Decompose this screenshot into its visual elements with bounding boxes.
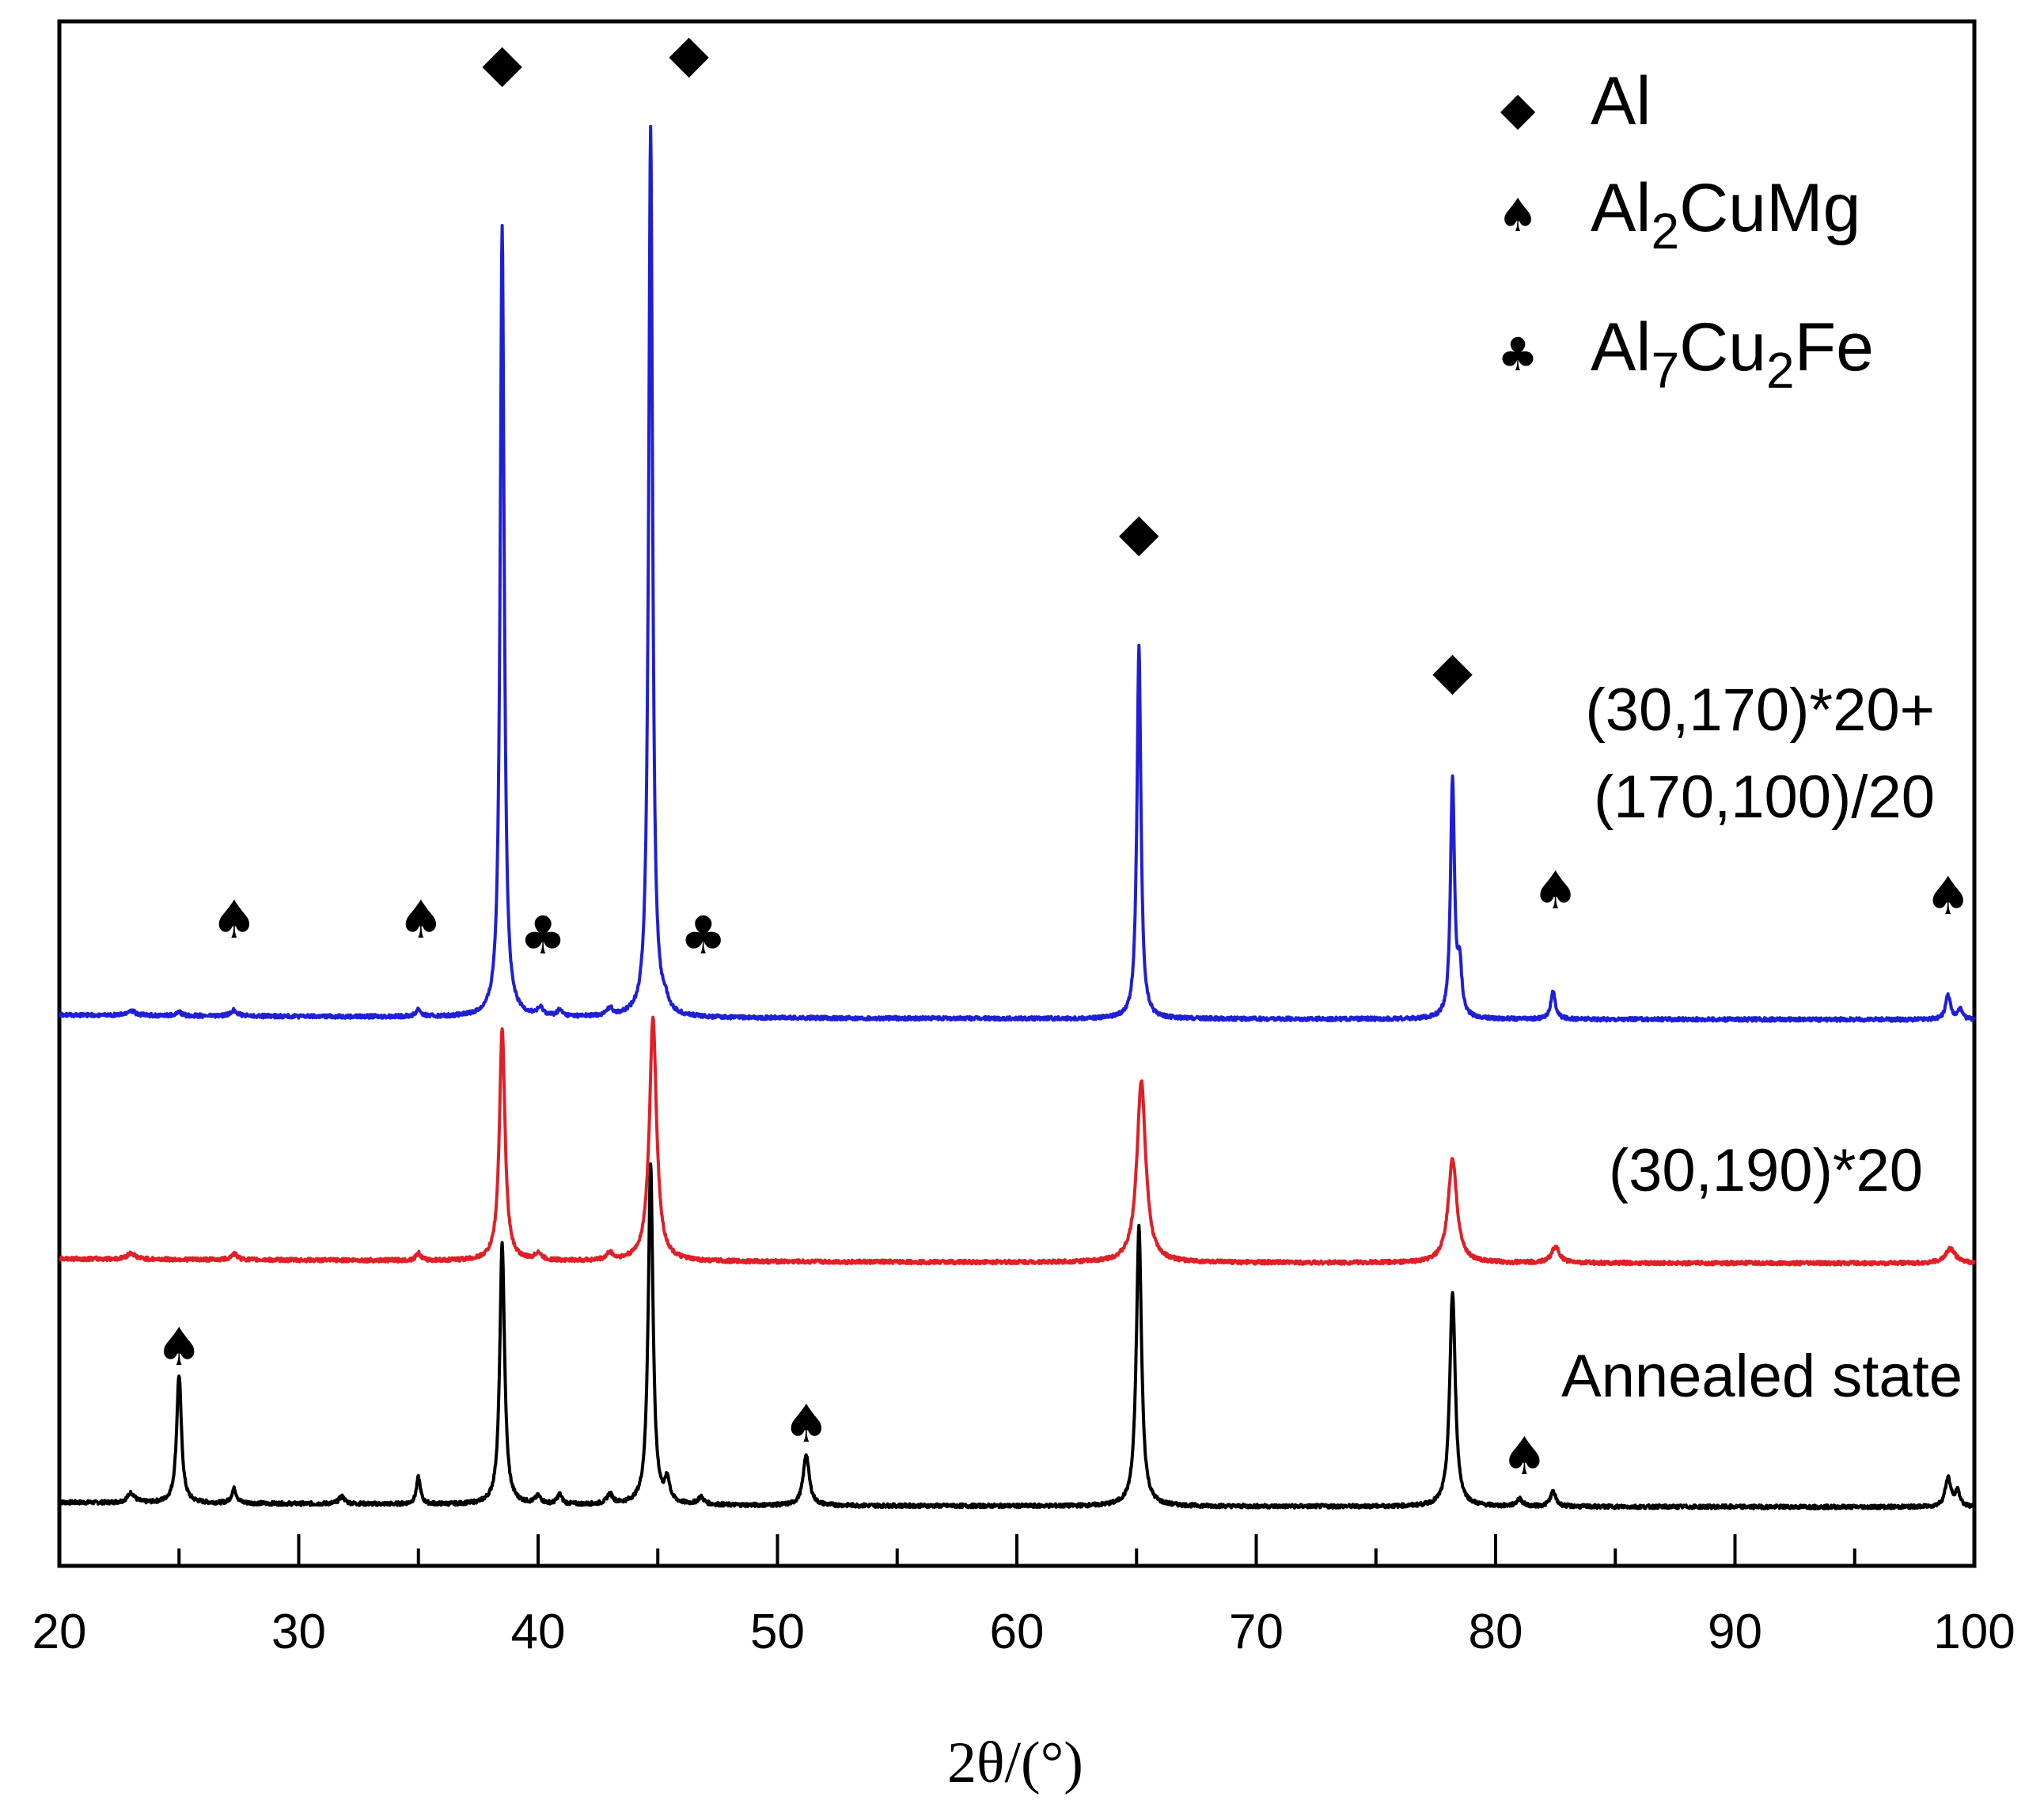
- legend-text-part: Al: [1591, 309, 1651, 385]
- series-label-0: Annealed state: [1561, 1343, 1962, 1410]
- legend-entry: ♠ Al2CuMg: [1497, 170, 1860, 260]
- x-tick-label: 100: [1933, 1605, 2015, 1659]
- diamond-icon: ◆: [1500, 81, 1536, 135]
- diamond-icon: ◆: [482, 32, 522, 93]
- club-icon: ♣: [680, 905, 726, 966]
- legend-subscript: 7: [1651, 342, 1679, 399]
- x-tick-label: 80: [1469, 1605, 1523, 1659]
- x-tick-label: 20: [32, 1605, 87, 1659]
- legend-subscript: 2: [1651, 203, 1679, 260]
- x-axis-tick-labels: 20 30 40 50 60 70 80 90 100: [32, 1605, 2016, 1659]
- series-line-2: [58, 124, 1976, 1023]
- series-labels: Annealed state (30,190)*20 (30,170)*20+ (17…: [1561, 677, 1962, 1410]
- spade-icon: ♠: [1532, 860, 1579, 921]
- spade-icon: ♠: [210, 889, 257, 950]
- x-axis-label: 2θ/(°): [947, 1730, 1083, 1795]
- legend-label: Al2CuMg: [1591, 170, 1860, 260]
- series-label-2: (30,170)*20+: [1585, 677, 1935, 744]
- x-tick-label: 30: [271, 1605, 326, 1659]
- legend-text-part: CuMg: [1679, 170, 1860, 246]
- x-tick-label: 90: [1708, 1605, 1762, 1659]
- x-tick-label: 50: [750, 1605, 805, 1659]
- spade-icon: ♠: [397, 889, 444, 950]
- club-icon: ♣: [1497, 328, 1538, 381]
- diamond-icon: ◆: [669, 23, 709, 84]
- legend-entry: ◆ Al: [1500, 63, 1652, 139]
- x-tick-label: 60: [990, 1605, 1045, 1659]
- diamond-icon: ◆: [1119, 502, 1159, 563]
- legend: ◆ Al♠ Al2CuMg♣ Al7Cu2Fe: [1497, 63, 1874, 399]
- club-icon: ♣: [519, 905, 566, 966]
- legend-label: Al: [1591, 63, 1651, 139]
- legend-entry: ♣ Al7Cu2Fe: [1497, 309, 1874, 399]
- spade-icon: ♠: [1501, 1426, 1548, 1487]
- series-line-0: [58, 1162, 1976, 1510]
- legend-text-part: Fe: [1795, 309, 1874, 385]
- x-axis-ticks: [58, 1534, 1976, 1566]
- legend-text-part: Al: [1591, 63, 1651, 139]
- diamond-icon: ◆: [1432, 640, 1473, 701]
- legend-text-part: Cu: [1679, 309, 1766, 385]
- spade-icon: ♠: [1497, 188, 1538, 242]
- legend-label: Al7Cu2Fe: [1591, 309, 1874, 399]
- series-label-2: (170,100)/20: [1594, 764, 1935, 831]
- spade-icon: ♠: [783, 1393, 829, 1454]
- series-line-1: [58, 1015, 1976, 1267]
- series-layer: [58, 124, 1976, 1510]
- legend-subscript: 2: [1766, 342, 1795, 399]
- series-label-1: (30,190)*20: [1609, 1137, 1923, 1204]
- x-tick-label: 40: [511, 1605, 566, 1659]
- spade-icon: ♠: [1925, 866, 1971, 927]
- x-tick-label: 70: [1229, 1605, 1284, 1659]
- legend-text-part: Al: [1591, 170, 1651, 246]
- phase-markers: ◆ ◆ ◆ ◆ ♠ ♠ ♣ ♣ ♠ ♠ ♠ ♠ ♠: [156, 23, 1972, 1487]
- spade-icon: ♠: [156, 1317, 203, 1378]
